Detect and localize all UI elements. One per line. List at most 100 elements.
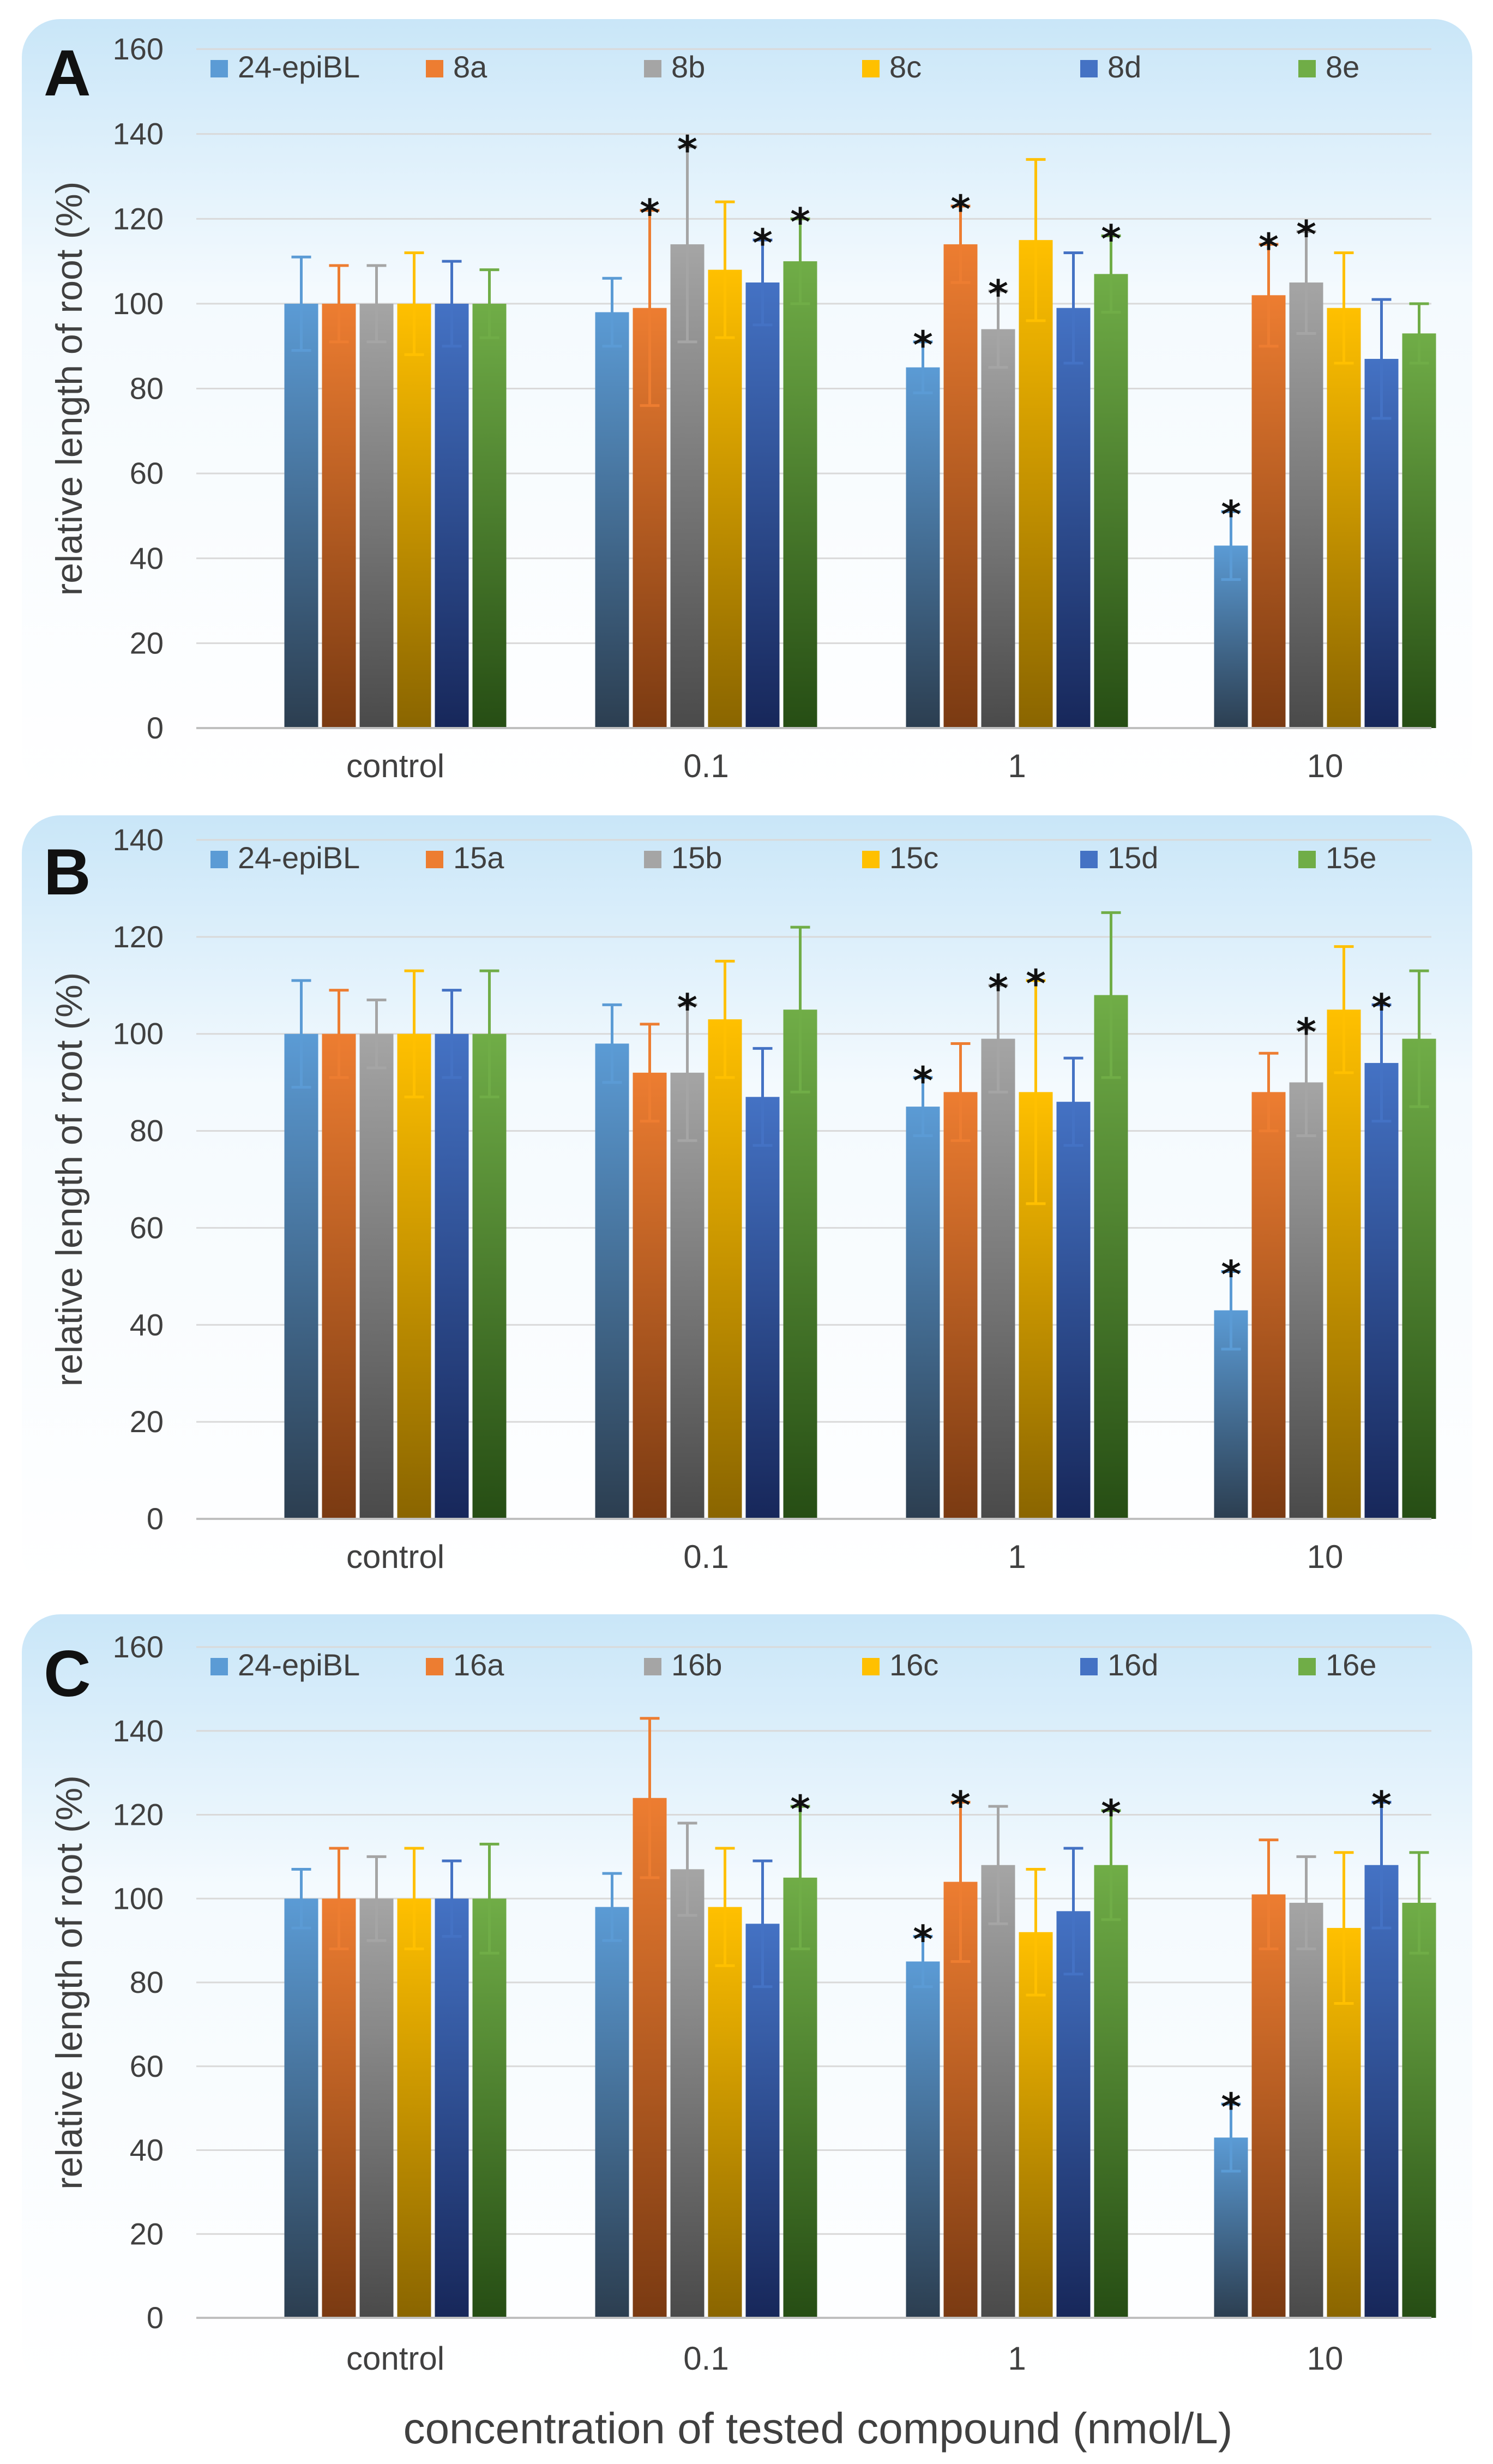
y-tick-label: 80 [130,1965,164,1999]
x-category-label: 10 [1307,748,1344,784]
legend-swatch [1298,851,1316,868]
bar [1056,308,1091,728]
bar [1402,1038,1436,1519]
bar [1364,359,1399,728]
significance-star: * [1026,961,1046,1006]
x-category-label: control [346,748,444,784]
legend-label: 8e [1326,50,1359,84]
y-tick-label: 120 [113,201,164,236]
legend-swatch [1080,1658,1098,1675]
legend-label: 8d [1107,50,1141,84]
bar [783,1877,817,2318]
bar [906,1961,940,2318]
legend-swatch [210,1658,228,1675]
bar [322,1898,356,2318]
legend-label: 24-epiBL [238,840,360,875]
legend-label: 15b [671,840,722,875]
panel-letter: C [44,1637,91,1710]
bar [1094,995,1128,1519]
bar [397,1898,431,2318]
bar [435,1898,469,2318]
bar [397,303,431,728]
bar [595,312,629,728]
y-tick-label: 80 [130,371,164,406]
y-tick-label: 60 [130,456,164,490]
legend-label: 8b [671,50,705,84]
legend-label: 15c [889,840,938,875]
y-tick-label: 140 [113,117,164,151]
y-tick-label: 40 [130,541,164,575]
legend-swatch [644,60,661,77]
bar [359,303,394,728]
y-tick-label: 0 [147,2300,164,2335]
y-tick-label: 60 [130,2049,164,2083]
legend-swatch [210,60,228,77]
legend-swatch [1298,1658,1316,1675]
y-tick-label: 140 [113,822,164,857]
y-axis-title: relative length of root (%) [49,972,90,1387]
y-tick-label: 100 [113,1881,164,1915]
significance-star: * [1101,1792,1121,1836]
bar [1056,1102,1091,1519]
y-tick-label: 40 [130,1307,164,1342]
legend-swatch [644,1658,661,1675]
y-tick-label: 20 [130,1404,164,1439]
panel-A: A 0 20 40 60 80 100 120 140 160 relative length of… [22,19,1472,794]
bar [397,1033,431,1519]
significance-star: * [913,323,933,368]
bar [1251,295,1286,728]
x-category-label: 1 [1008,2340,1026,2377]
bar [745,1097,780,1519]
bar [1251,1894,1286,2318]
panel-C: C 0 20 40 60 80 100 120 140 160 relative length of… [22,1614,1472,2389]
bar [472,1033,507,1519]
x-category-label: 0.1 [683,748,729,784]
bar [943,244,978,728]
y-tick-label: 140 [113,1714,164,1748]
bar [1327,1009,1361,1519]
bar [1364,1063,1399,1519]
bar [943,1092,978,1519]
bar [1094,274,1128,728]
legend-swatch [644,851,661,868]
y-axis-title: relative length of root (%) [49,1775,90,2190]
x-category-label: 0.1 [683,2340,729,2377]
y-tick-label: 0 [147,1501,164,1536]
legend-label: 8c [889,50,922,84]
legend-label: 8a [453,50,487,84]
bar [670,1869,705,2318]
bar [595,1043,629,1519]
x-category-label: control [346,1539,444,1575]
bar [284,1033,318,1519]
legend-label: 16b [671,1648,722,1682]
legend-label: 24-epiBL [238,50,360,84]
x-category-label: 10 [1307,2340,1344,2377]
y-axis-title: relative length of root (%) [49,182,90,596]
significance-star: * [1221,1252,1241,1297]
significance-star: * [790,200,810,244]
x-category-label: 10 [1307,1539,1344,1575]
y-tick-label: 60 [130,1210,164,1245]
legend-swatch [210,851,228,868]
legend-swatch [1298,60,1316,77]
bar [745,282,780,728]
y-tick-label: 160 [113,32,164,66]
significance-star: * [913,1917,933,1962]
significance-star: * [752,221,773,266]
significance-star: * [913,1059,933,1103]
y-tick-label: 0 [147,711,164,745]
y-tick-label: 20 [130,2216,164,2251]
x-category-label: 1 [1008,748,1026,784]
bar [670,1072,705,1519]
bar [783,261,817,728]
bar [906,1107,940,1519]
legend-label: 24-epiBL [238,1648,360,1682]
bar [1364,1865,1399,2318]
legend-swatch [1080,851,1098,868]
significance-star: * [1101,217,1121,261]
significance-star: * [640,191,660,236]
bar [1251,1092,1286,1519]
bar [1402,333,1436,728]
y-tick-label: 100 [113,1017,164,1051]
